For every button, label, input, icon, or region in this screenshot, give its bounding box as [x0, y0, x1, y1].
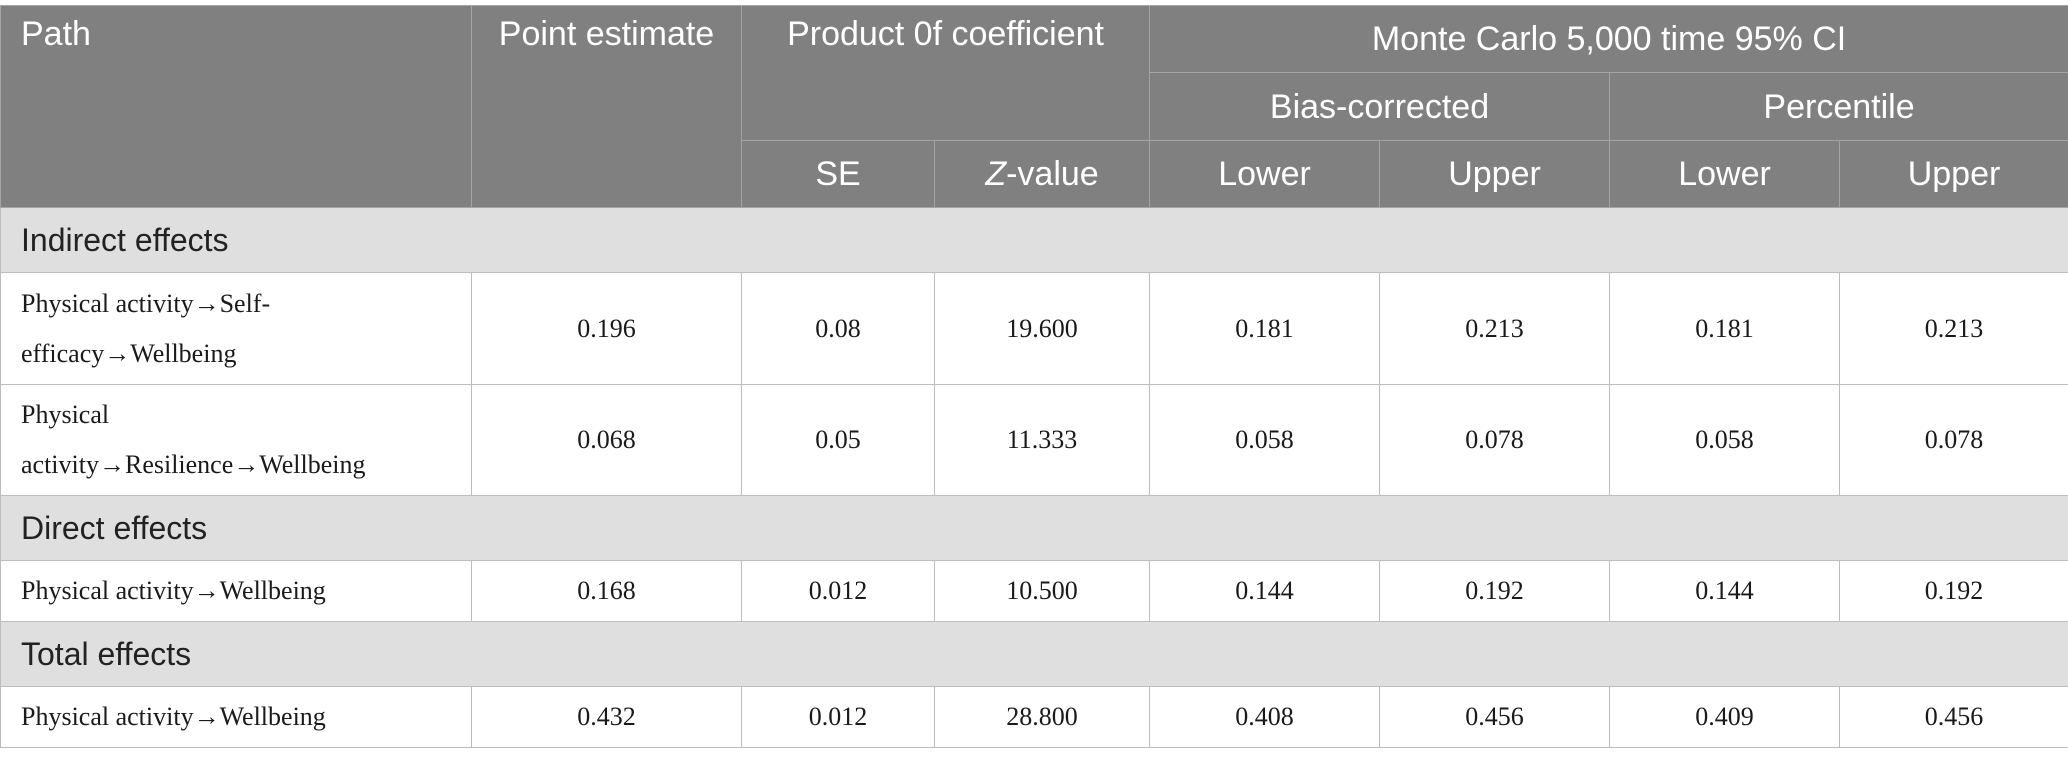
- table-row: Physical activity→Wellbeing 0.432 0.012 …: [0, 686, 2068, 748]
- header-point-estimate: Point estimate: [471, 5, 742, 208]
- header-bc-lower: Lower: [1149, 140, 1381, 208]
- bc-upper-cell: 0.192: [1379, 560, 1611, 622]
- p-lower-cell: 0.181: [1609, 272, 1841, 385]
- z-value-cell: 10.500: [933, 560, 1151, 622]
- bc-upper-cell: 0.078: [1379, 384, 1611, 496]
- section-title: Total effects: [0, 621, 2068, 687]
- p-upper-cell: 0.456: [1839, 686, 2068, 748]
- p-upper-cell: 0.192: [1839, 560, 2068, 622]
- header-path: Path: [0, 5, 472, 208]
- header-p-upper: Upper: [1839, 140, 2068, 208]
- z-value-cell: 19.600: [933, 272, 1151, 385]
- header-p-lower: Lower: [1609, 140, 1841, 208]
- header-monte-carlo: Monte Carlo 5,000 time 95% CI: [1149, 5, 2068, 73]
- header-z-letter: Z: [985, 155, 1007, 193]
- point-estimate-cell: 0.432: [471, 686, 742, 748]
- point-estimate-cell: 0.068: [471, 384, 742, 496]
- bc-lower-cell: 0.181: [1149, 272, 1381, 385]
- header-se: SE: [741, 140, 935, 208]
- mediation-effects-table: Path Point estimate Product 0f coefficie…: [0, 5, 2068, 748]
- p-upper-cell: 0.078: [1839, 384, 2068, 496]
- p-lower-cell: 0.409: [1609, 686, 1841, 748]
- section-title: Direct effects: [0, 495, 2068, 561]
- path-cell: Physical activity→Self-efficacy→Wellbein…: [0, 272, 472, 385]
- point-estimate-cell: 0.196: [471, 272, 742, 385]
- z-value-cell: 28.800: [933, 686, 1151, 748]
- bc-lower-cell: 0.144: [1149, 560, 1381, 622]
- section-title: Indirect effects: [0, 207, 2068, 273]
- header-bias-corrected: Bias-corrected: [1149, 72, 1611, 141]
- se-cell: 0.012: [741, 560, 935, 622]
- header-z-suffix: -value: [1006, 155, 1099, 193]
- table-body: Indirect effects Physical activity→Self-…: [0, 207, 2068, 748]
- section-row-total: Total effects: [0, 621, 2068, 687]
- table-row: Physical activity→Resilience→Wellbeing 0…: [0, 384, 2068, 496]
- se-cell: 0.08: [741, 272, 935, 385]
- path-cell: Physical activity→Wellbeing: [0, 560, 472, 622]
- bc-upper-cell: 0.456: [1379, 686, 1611, 748]
- se-cell: 0.012: [741, 686, 935, 748]
- header-percentile: Percentile: [1609, 72, 2068, 141]
- header-product-of-coefficient: Product 0f coefficient: [740, 5, 1151, 141]
- section-row-indirect: Indirect effects: [0, 207, 2068, 273]
- table-row: Physical activity→Wellbeing 0.168 0.012 …: [0, 560, 2068, 622]
- p-upper-cell: 0.213: [1839, 272, 2068, 385]
- header-z-value: Z-value: [933, 140, 1151, 208]
- path-cell: Physical activity→Wellbeing: [0, 686, 472, 748]
- header-bc-upper: Upper: [1379, 140, 1611, 208]
- section-row-direct: Direct effects: [0, 495, 2068, 561]
- table-header: Path Point estimate Product 0f coefficie…: [0, 5, 2068, 208]
- table-row: Physical activity→Self-efficacy→Wellbein…: [0, 272, 2068, 385]
- bc-lower-cell: 0.408: [1149, 686, 1381, 748]
- p-lower-cell: 0.058: [1609, 384, 1841, 496]
- bc-lower-cell: 0.058: [1149, 384, 1381, 496]
- point-estimate-cell: 0.168: [471, 560, 742, 622]
- p-lower-cell: 0.144: [1609, 560, 1841, 622]
- bc-upper-cell: 0.213: [1379, 272, 1611, 385]
- z-value-cell: 11.333: [933, 384, 1151, 496]
- path-cell: Physical activity→Resilience→Wellbeing: [0, 384, 472, 496]
- se-cell: 0.05: [741, 384, 935, 496]
